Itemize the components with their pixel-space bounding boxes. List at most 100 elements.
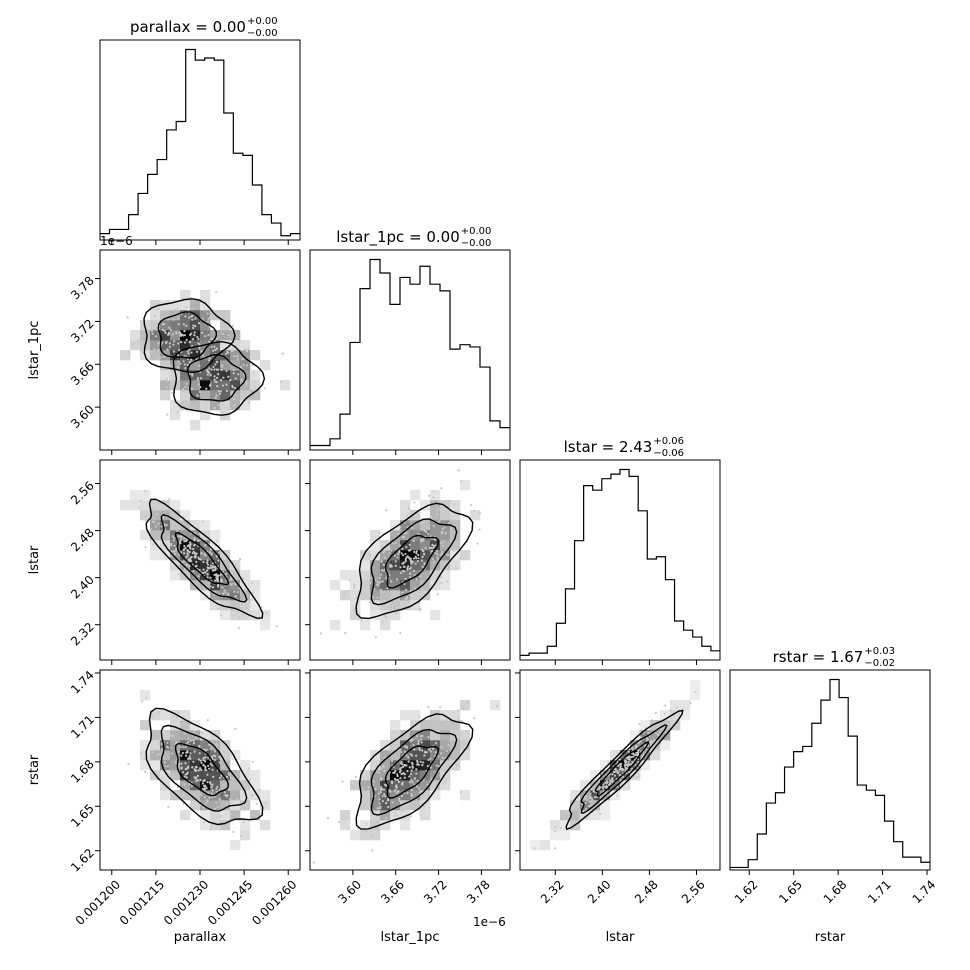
sample-point [221, 384, 225, 387]
density-cell [190, 760, 201, 771]
sample-point [210, 337, 213, 341]
density-cell [210, 770, 221, 781]
density-cell [250, 580, 261, 591]
sample-point [195, 790, 199, 793]
density-cell [430, 730, 441, 741]
sample-point [215, 347, 218, 350]
sample-point [186, 757, 190, 761]
sample-point [200, 552, 203, 555]
scatter-panel-rstar-vs-lstar [519, 669, 721, 871]
sample-point [221, 332, 224, 335]
sample-point [404, 552, 407, 556]
sample-point [229, 753, 232, 756]
sample-point [207, 333, 210, 336]
sample-point [422, 761, 425, 764]
sample-point [395, 606, 398, 609]
sample-point [199, 779, 202, 782]
sample-point [354, 775, 357, 778]
sample-point [229, 602, 233, 605]
sample-point [188, 550, 191, 554]
sample-point [424, 750, 427, 753]
sample-point [232, 830, 235, 834]
sample-point [393, 814, 396, 817]
sample-point [215, 291, 218, 294]
sample-point [395, 578, 399, 581]
sample-point [651, 719, 654, 722]
sample-point [199, 558, 202, 561]
sample-point [445, 718, 448, 721]
density-cell [160, 790, 171, 801]
sample-point [385, 576, 388, 579]
panel-title-minus-error: −0.00 [247, 28, 278, 39]
sample-point [406, 515, 409, 518]
sample-point [215, 337, 218, 340]
x-tick-label-lstar-1pc: 3.60 [335, 877, 364, 906]
sample-point [223, 784, 226, 787]
density-cell [640, 760, 651, 771]
sample-point [599, 786, 602, 789]
density-cell [170, 330, 181, 341]
density-cell [640, 730, 651, 741]
sample-point [150, 330, 154, 333]
sample-point [382, 764, 385, 768]
sample-point [431, 543, 434, 546]
sample-point [186, 363, 189, 366]
sample-point [396, 773, 399, 776]
sample-point [180, 767, 183, 770]
sample-point [609, 780, 612, 783]
sample-point [157, 729, 161, 733]
sample-point [237, 373, 240, 376]
density-cell [420, 550, 431, 561]
sample-point [189, 752, 192, 755]
sample-point [157, 358, 160, 361]
sample-point [168, 342, 172, 345]
sample-point [168, 497, 171, 501]
sample-point [364, 829, 367, 832]
sample-point [165, 378, 168, 381]
sample-point [170, 542, 173, 545]
sample-point [216, 744, 219, 747]
sample-point [663, 712, 667, 715]
sample-point [456, 726, 459, 729]
sample-point [627, 764, 630, 768]
sample-point [419, 596, 422, 599]
sample-point [374, 787, 377, 791]
histogram-step-line [310, 258, 510, 447]
sample-point [428, 508, 431, 511]
sample-point [417, 787, 421, 790]
sample-point [238, 809, 242, 812]
density-cell [190, 800, 201, 811]
sample-point [419, 760, 422, 764]
sample-point [223, 791, 226, 794]
sample-point [144, 515, 148, 518]
sample-point [401, 763, 404, 766]
sample-point [211, 586, 215, 589]
sample-point [381, 800, 384, 803]
density-cell [220, 590, 231, 601]
density-cell [230, 370, 241, 381]
density-cell [150, 520, 161, 531]
density-cell [580, 800, 591, 811]
sample-point [395, 786, 399, 789]
sample-point [593, 800, 596, 803]
sample-point [216, 785, 219, 788]
contour-line [145, 707, 264, 826]
sample-point [224, 572, 228, 576]
sample-point [422, 539, 425, 542]
density-cell [170, 740, 181, 751]
sample-point [652, 726, 655, 729]
density-cell [450, 720, 461, 731]
sample-point [579, 810, 582, 813]
sample-point [223, 589, 226, 592]
sample-point [583, 798, 586, 801]
density-cell [230, 750, 241, 761]
density-cell [180, 320, 191, 331]
sample-point [200, 768, 203, 772]
sample-point [175, 716, 178, 719]
density-cell [220, 810, 231, 821]
density-cell [170, 340, 181, 351]
sample-point [603, 785, 606, 788]
density-cell [150, 320, 161, 331]
density-cell [240, 780, 251, 791]
sample-point [403, 582, 406, 586]
